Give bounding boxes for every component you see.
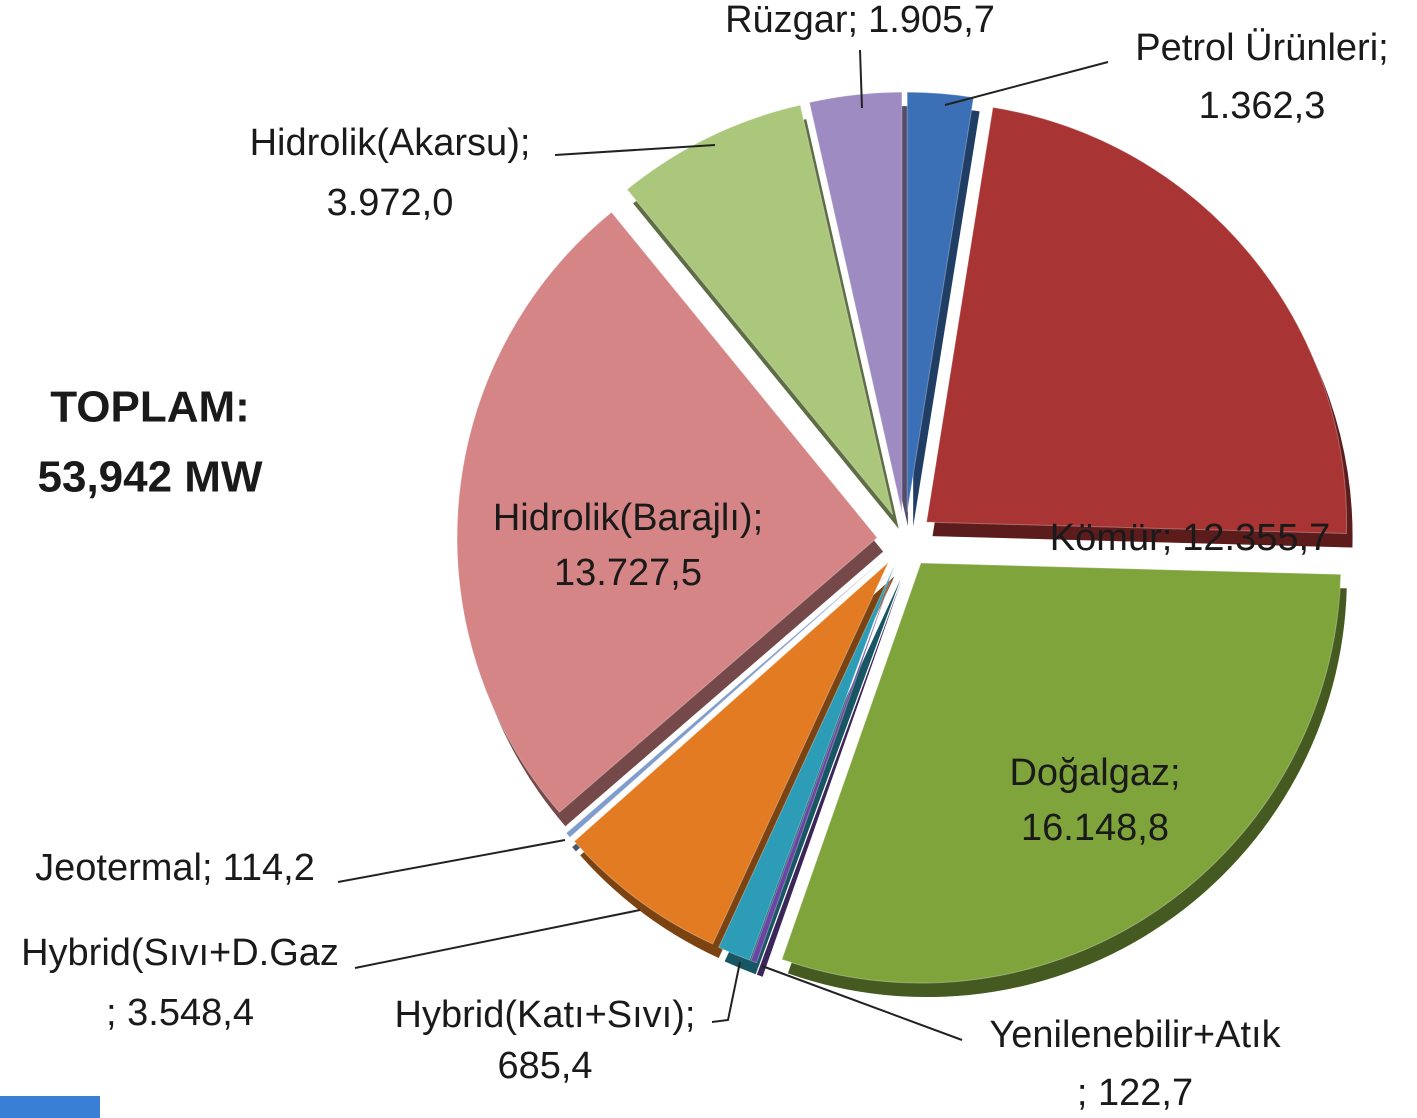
value-label: ; 3.548,4	[106, 992, 254, 1034]
leader-line	[711, 961, 741, 1023]
leader-line	[761, 965, 963, 1041]
value-label: 16.148,8	[1021, 807, 1169, 849]
category-label: Doğalgaz;	[1009, 752, 1180, 794]
slice-label: Jeotermal; 114,2	[35, 847, 315, 889]
value-label: 114,2	[223, 847, 315, 889]
slice	[781, 562, 1342, 984]
category-label: Hidrolik(Akarsu);	[250, 122, 531, 164]
category-label: Hybrid(Katı+Sıvı);	[395, 994, 696, 1036]
value-label: 13.727,5	[554, 552, 702, 594]
value-label: 3.972,0	[327, 182, 454, 224]
slice	[718, 565, 895, 961]
category-label: Yenilenebilir+Atık	[989, 1014, 1281, 1056]
total-label: TOPLAM:	[50, 383, 250, 432]
category-label: Hidrolik(Barajlı);	[493, 497, 763, 539]
slice	[626, 104, 894, 516]
value-label: ; 122,7	[1077, 1072, 1193, 1114]
slice	[573, 562, 889, 945]
leader-line	[554, 144, 716, 156]
leader-line	[859, 49, 863, 109]
slice-label: Rüzgar; 1.905,7	[725, 0, 995, 41]
category-label: Hybrid(Sıvı+D.Gaz	[21, 932, 339, 974]
slice	[808, 91, 903, 513]
category-label: Jeotermal;	[35, 847, 212, 889]
category-label: Kömür;	[1050, 517, 1172, 559]
button-fragment	[0, 1096, 100, 1118]
slice-side	[756, 580, 902, 977]
slice-side-shade	[756, 580, 902, 977]
category-label: Petrol Ürünleri;	[1135, 27, 1388, 69]
slice	[750, 566, 897, 964]
value-label: 12.355,7	[1182, 517, 1330, 559]
value-label: 1.905,7	[868, 0, 995, 41]
slice	[456, 211, 878, 813]
leader-line	[337, 839, 566, 883]
slice	[565, 558, 885, 839]
value-label: 1.362,3	[1199, 85, 1326, 127]
slice-label: Kömür; 12.355,7	[1050, 517, 1330, 559]
slice	[925, 106, 1348, 535]
leader-line	[354, 909, 641, 969]
value-label: 685,4	[497, 1045, 592, 1087]
category-label: Rüzgar;	[725, 0, 858, 41]
total-value: 53,942 MW	[38, 453, 263, 502]
leader-line	[944, 61, 1109, 106]
